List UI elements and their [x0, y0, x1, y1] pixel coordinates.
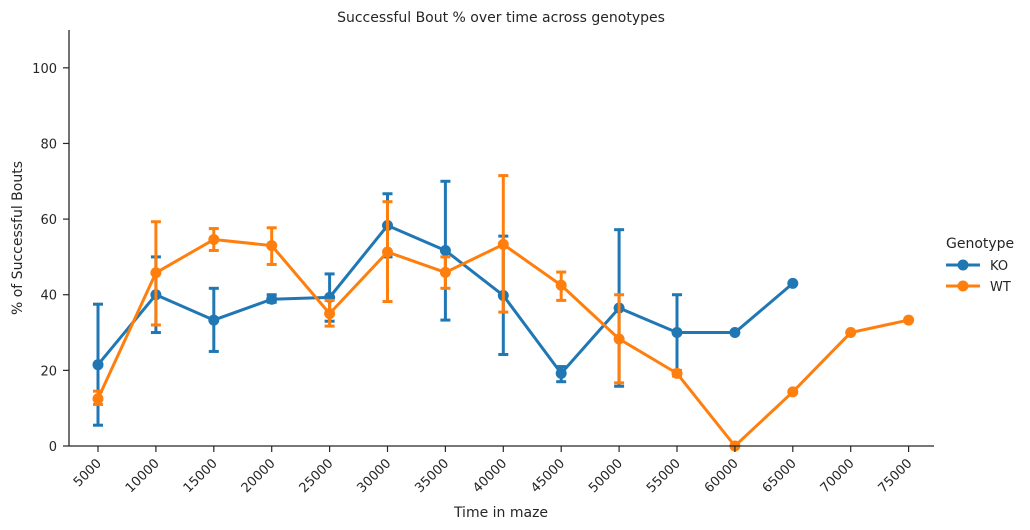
- legend-item-wt: WT: [946, 280, 1011, 295]
- legend-wt-label: WT: [990, 280, 1011, 295]
- data-point-ko: [439, 244, 451, 256]
- x-tick-label: 30000: [354, 456, 394, 496]
- x-axis-label: Time in maze: [453, 505, 548, 521]
- legend-ko-swatch-marker: [957, 259, 969, 271]
- x-tick-label: 60000: [702, 456, 742, 496]
- series-ko: [92, 179, 799, 427]
- data-point-ko: [208, 314, 220, 326]
- x-tick-label: 25000: [297, 456, 337, 496]
- data-point-wt: [439, 266, 451, 278]
- x-tick-label: 45000: [528, 456, 568, 496]
- y-axis-ticks: 0 20 40 60 80 100: [32, 62, 69, 455]
- x-tick-label: 35000: [412, 456, 452, 496]
- data-point-wt: [903, 314, 915, 326]
- y-axis-label: % of Successful Bouts: [10, 161, 26, 315]
- data-point-ko: [729, 327, 741, 339]
- data-point-ko: [92, 359, 104, 371]
- y-tick-label: 60: [40, 213, 57, 228]
- data-point-wt: [845, 327, 857, 339]
- data-point-wt: [382, 246, 393, 258]
- x-axis-ticks: 5000 10000 15000 20000 25000 30000 35000 40000 4…: [71, 446, 916, 496]
- x-tick-label: 65000: [760, 456, 800, 496]
- data-point-wt: [787, 386, 799, 398]
- plot-area: [92, 174, 915, 452]
- y-tick-label: 40: [40, 289, 57, 304]
- x-tick-label: 70000: [818, 456, 858, 496]
- x-tick-label: 50000: [586, 456, 626, 496]
- data-point-wt: [208, 234, 220, 246]
- data-point-ko: [266, 293, 278, 305]
- x-tick-label: 5000: [71, 456, 105, 490]
- legend-wt-swatch-marker: [957, 280, 969, 292]
- data-point-ko: [555, 367, 567, 379]
- y-tick-label: 20: [40, 364, 57, 379]
- data-point-wt: [555, 279, 567, 291]
- data-point-wt: [150, 267, 162, 279]
- legend-item-ko: KO: [946, 259, 1008, 274]
- data-point-ko: [671, 327, 683, 339]
- legend-ko-label: KO: [990, 259, 1008, 274]
- x-tick-label: 10000: [123, 456, 163, 496]
- legend-title: Genotype: [946, 236, 1014, 252]
- data-point-wt: [613, 333, 625, 345]
- x-tick-label: 40000: [470, 456, 510, 496]
- x-tick-label: 75000: [876, 456, 916, 496]
- chart-title: Successful Bout % over time across genot…: [337, 10, 665, 26]
- data-point-wt: [671, 367, 683, 379]
- y-tick-label: 0: [49, 440, 57, 455]
- x-tick-label: 55000: [644, 456, 684, 496]
- data-point-wt: [92, 393, 104, 405]
- data-point-wt: [324, 308, 336, 320]
- y-tick-label: 80: [40, 137, 57, 152]
- x-tick-label: 20000: [239, 456, 279, 496]
- data-point-wt: [497, 238, 509, 250]
- legend: Genotype KO WT: [946, 236, 1014, 295]
- data-point-ko: [787, 277, 799, 289]
- series-wt: [92, 174, 915, 452]
- data-point-wt: [266, 240, 278, 252]
- y-tick-label: 100: [32, 62, 57, 77]
- x-tick-label: 15000: [181, 456, 221, 496]
